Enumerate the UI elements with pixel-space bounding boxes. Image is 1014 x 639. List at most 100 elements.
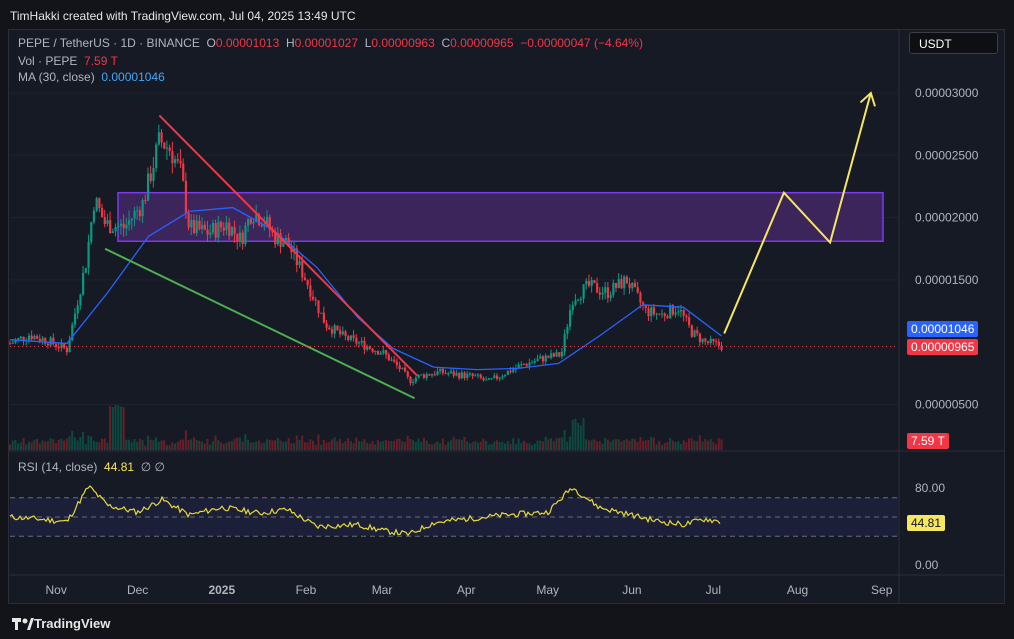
volume-bar xyxy=(271,440,274,450)
volume-bar xyxy=(652,437,655,450)
volume-bar xyxy=(382,441,385,450)
volume-bar xyxy=(604,437,607,450)
candle-body xyxy=(598,292,601,295)
volume-bar xyxy=(228,441,231,450)
volume-bar xyxy=(195,439,198,450)
legend-ohlc: PEPE / TetherUS · 1D · BINANCE O0.000010… xyxy=(18,36,643,50)
volume-bar xyxy=(303,442,306,450)
candle-body xyxy=(563,333,566,352)
candle-body xyxy=(266,216,269,225)
candle-body xyxy=(533,361,537,363)
volume-bar xyxy=(715,444,718,450)
candle-body xyxy=(671,305,674,315)
candle-body xyxy=(566,326,569,334)
candle-body xyxy=(403,367,407,372)
candle-body xyxy=(539,356,542,359)
candle-body xyxy=(596,283,599,293)
candle-body xyxy=(249,219,252,224)
volume-bar xyxy=(674,442,677,450)
candle-body xyxy=(274,232,277,245)
volume-bar xyxy=(146,435,149,450)
candle-body xyxy=(582,284,585,299)
ma-label[interactable]: MA (30, close) xyxy=(18,70,95,84)
volume-bar xyxy=(401,441,404,450)
volume-bar xyxy=(420,442,423,450)
currency-button[interactable]: USDT xyxy=(909,32,998,54)
candle-body xyxy=(688,317,691,326)
volume-bar xyxy=(249,442,252,450)
candle-body xyxy=(198,220,201,230)
candle-body xyxy=(698,333,702,343)
volume-bar xyxy=(682,440,685,450)
volume-bar xyxy=(414,441,417,450)
candle-body xyxy=(536,358,539,362)
volume-bar xyxy=(471,442,474,450)
candle-body xyxy=(122,223,125,229)
volume-bar xyxy=(287,438,290,450)
candle-body xyxy=(631,282,634,289)
volume-bar xyxy=(460,439,463,450)
volume-bar xyxy=(644,440,647,450)
candle-body xyxy=(485,379,488,381)
candle-body xyxy=(44,338,47,344)
volume-bar xyxy=(320,444,323,450)
volume-bar xyxy=(582,418,585,450)
candle-body xyxy=(669,305,672,319)
trend-lines xyxy=(10,114,898,400)
x-tick-label: Apr xyxy=(457,583,476,597)
symbol-label[interactable]: PEPE / TetherUS · 1D · BINANCE xyxy=(18,36,200,50)
volume-bar xyxy=(474,441,477,450)
volume-bar xyxy=(633,439,636,450)
candle-body xyxy=(679,310,683,312)
candle-body xyxy=(298,261,301,265)
rsi-extra: ∅ ∅ xyxy=(140,460,165,474)
candle-body xyxy=(184,180,188,213)
candle-body xyxy=(642,302,645,306)
volume-bar xyxy=(19,442,22,450)
candle-body xyxy=(225,222,228,231)
candle-body xyxy=(706,341,710,343)
volume-bar xyxy=(11,440,14,450)
candle-body xyxy=(306,280,309,286)
volume-bar xyxy=(555,438,558,450)
candle-body xyxy=(620,279,623,289)
candle-body xyxy=(393,359,396,362)
volume-bar xyxy=(596,441,599,450)
candle-body xyxy=(417,374,420,379)
candle-body xyxy=(247,219,250,226)
candle-body xyxy=(355,337,358,344)
volume-bar xyxy=(322,439,325,450)
candle-body xyxy=(314,299,317,301)
candle-body xyxy=(179,160,182,164)
candle-body xyxy=(54,343,58,347)
volume-bar xyxy=(655,444,658,450)
volume-bar xyxy=(577,422,580,450)
volume-bar xyxy=(160,440,163,450)
candle-body xyxy=(260,225,263,227)
volume-bar xyxy=(349,441,352,450)
volume-bar xyxy=(149,439,152,450)
volume-bar xyxy=(617,439,620,450)
attribution-text: TimHakki created with TradingView.com, J… xyxy=(10,9,356,23)
candle-body xyxy=(38,338,41,341)
candle-body xyxy=(238,232,242,242)
volume-bar xyxy=(90,436,93,450)
candle-body xyxy=(114,227,117,232)
volume-bar xyxy=(54,443,57,450)
volume-bar xyxy=(379,441,382,450)
rsi-label[interactable]: RSI (14, close) xyxy=(18,460,98,474)
volume-bar xyxy=(36,438,39,450)
candle-body xyxy=(117,225,120,228)
candle-body xyxy=(165,147,169,149)
volume-bar xyxy=(376,440,379,450)
candle-body xyxy=(330,329,334,334)
candle-body xyxy=(612,282,615,296)
volume-bar xyxy=(625,439,628,450)
volume-label[interactable]: Vol · PEPE xyxy=(18,54,78,68)
candle-body xyxy=(395,361,399,366)
candle-body xyxy=(690,325,693,337)
volume-bar xyxy=(301,435,304,450)
volume-bar xyxy=(282,441,285,450)
candle-body xyxy=(160,132,163,143)
